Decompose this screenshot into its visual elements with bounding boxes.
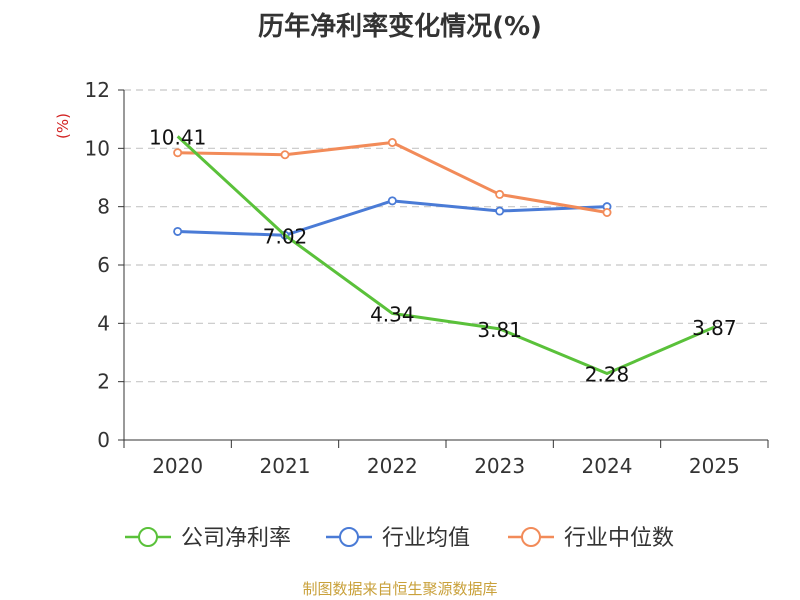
series-layer xyxy=(173,135,715,375)
data-label: 10.41 xyxy=(149,125,206,149)
x-tick-label: 2021 xyxy=(260,454,311,478)
x-tick-label: 2020 xyxy=(152,454,203,478)
x-tick-label: 2024 xyxy=(582,454,633,478)
axis-layer: 0 2 4 6 8 10 12 (%) 2020 2021 2022 2023 2024 2025 xyxy=(54,78,769,478)
data-label: 4.34 xyxy=(370,302,415,326)
data-point xyxy=(387,137,397,147)
y-tick-label: 4 xyxy=(97,311,110,335)
data-point xyxy=(495,189,505,199)
source-note: 制图数据来自恒生聚源数据库 xyxy=(302,580,498,598)
data-label: 2.28 xyxy=(585,363,630,387)
grid-layer xyxy=(124,89,768,383)
series-line xyxy=(176,135,715,375)
data-point xyxy=(173,148,183,158)
data-label-layer: 10.41 7.02 4.34 3.81 2.28 3.87 xyxy=(149,125,737,386)
data-point xyxy=(495,206,505,216)
data-point xyxy=(602,207,612,217)
data-label: 3.81 xyxy=(477,318,522,342)
legend-swatch-marker xyxy=(521,527,541,547)
y-axis-unit: (%) xyxy=(54,113,72,139)
series-line xyxy=(177,199,608,237)
data-point xyxy=(387,196,397,206)
y-tick-label: 8 xyxy=(97,195,110,219)
legend-label: 公司净利率 xyxy=(181,526,291,551)
legend-label: 行业中位数 xyxy=(564,526,674,551)
data-point xyxy=(280,150,290,160)
data-label: 7.02 xyxy=(263,224,308,248)
y-tick-label: 10 xyxy=(85,136,110,160)
legend-label: 行业均值 xyxy=(382,526,470,551)
data-point xyxy=(173,226,183,236)
legend: 公司净利率 行业均值 行业中位数 xyxy=(125,526,674,551)
y-tick-label: 12 xyxy=(85,78,110,102)
chart-title: 历年净利率变化情况(%) xyxy=(258,12,542,42)
x-tick-label: 2023 xyxy=(474,454,525,478)
data-label: 3.87 xyxy=(692,316,737,340)
legend-swatch-marker xyxy=(339,527,359,547)
y-tick-label: 2 xyxy=(97,370,110,394)
y-tick-label: 0 xyxy=(97,428,110,452)
x-tick-label: 2025 xyxy=(689,454,740,478)
x-tick-label: 2022 xyxy=(367,454,418,478)
y-tick-label: 6 xyxy=(97,253,110,277)
legend-swatch-marker xyxy=(138,527,158,547)
